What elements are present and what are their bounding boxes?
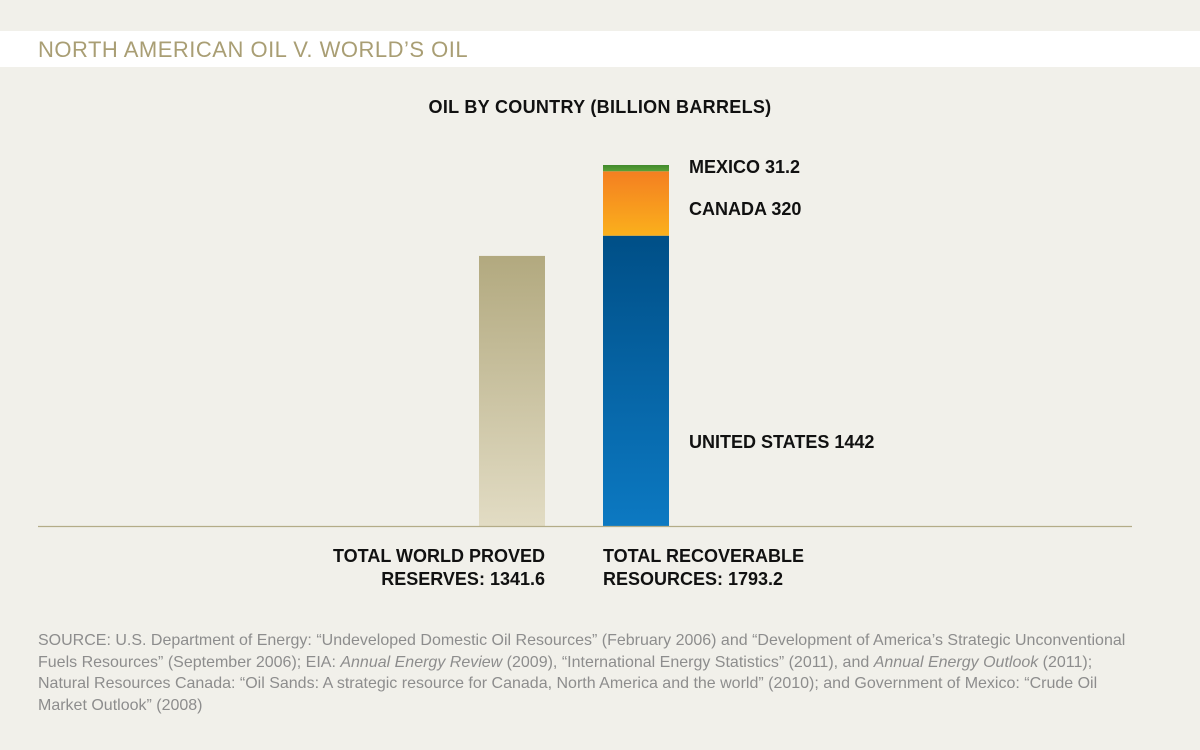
segment-label-2: MEXICO 31.2 (689, 157, 800, 177)
source-text-3: (2011); Natural Resources Canada: “Oil S… (38, 653, 1098, 714)
bar-segment-0-0 (479, 255, 545, 526)
bar-segment-1-0 (603, 235, 669, 526)
category-label-1-1: RESOURCES: 1793.2 (603, 569, 783, 589)
source-text-1: SOURCE: U.S. Department of Energy: “Unde… (38, 632, 1126, 671)
segment-label-1: CANADA 320 (689, 199, 801, 219)
segment-label-0: UNITED STATES 1442 (689, 432, 874, 452)
category-label-1-0: TOTAL RECOVERABLE (603, 546, 804, 566)
oil-chart: TOTAL WORLD PROVED RESERVES: 1341.6 UNITED… (38, 157, 1132, 589)
category-label-0-1: RESERVES: 1341.6 (381, 569, 545, 589)
category-label-0-0: TOTAL WORLD PROVED (333, 546, 545, 566)
bar-segment-1-2 (603, 165, 669, 172)
page-title: NORTH AMERICAN OIL V. WORLD’S OIL (38, 37, 469, 62)
header-band (0, 31, 1200, 67)
chart-title: OIL BY COUNTRY (BILLION BARRELS) (428, 97, 772, 117)
source-text-2: (2009), “International Energy Statistics… (502, 653, 874, 671)
source-note: SOURCE: U.S. Department of Energy: “Unde… (38, 630, 1138, 716)
source-italic-2: Annual Energy Outlook (873, 653, 1039, 671)
source-italic-1: Annual Energy Review (340, 653, 503, 671)
bar-segment-1-1 (603, 171, 669, 236)
